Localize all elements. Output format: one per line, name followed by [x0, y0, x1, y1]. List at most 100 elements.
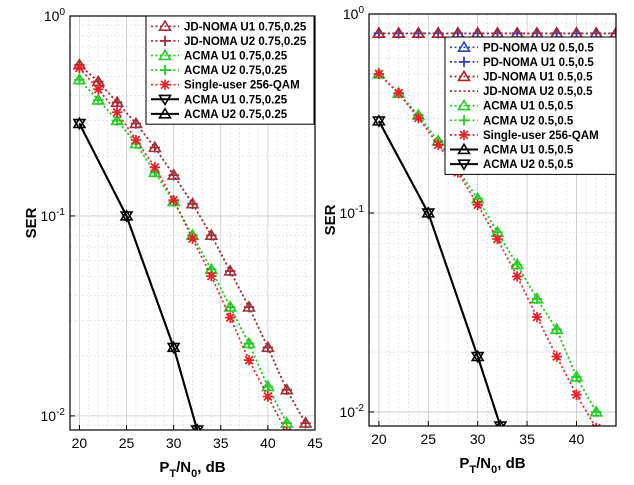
- data-point-marker: [512, 271, 523, 282]
- x-axis-label: PT/N0, dB: [159, 459, 225, 480]
- y-tick-base: 10: [41, 408, 57, 424]
- y-tick-base: 10: [340, 205, 356, 221]
- legend-marker: [159, 64, 171, 76]
- data-point-marker: [591, 406, 602, 418]
- legend-entry-jd-noma-u2-0-75-0-25: JD-NOMA U2 0.75,0.25: [151, 35, 307, 48]
- data-point-marker: [512, 259, 523, 270]
- y-tick-base: 10: [340, 404, 356, 420]
- legend-label: ACMA U1 0.75,0.25: [184, 94, 288, 106]
- data-point-marker: [149, 142, 161, 153]
- data-point-marker: [224, 312, 236, 323]
- data-point-marker: [493, 421, 508, 426]
- x-tick-label: 35: [213, 435, 229, 451]
- data-point-marker: [372, 116, 386, 128]
- y-tick-exponent: -1: [355, 204, 364, 215]
- data-point-marker: [431, 26, 446, 38]
- x-tick-label: 20: [371, 431, 387, 447]
- y-axis-label: SER: [23, 207, 40, 238]
- x-tick-label: 30: [166, 435, 182, 451]
- data-point-marker: [262, 342, 274, 353]
- series-line: [378, 120, 502, 426]
- y-tick-label: 10-1: [340, 204, 365, 221]
- x-axis-label-part: T: [169, 468, 176, 480]
- legend-marker: [457, 159, 471, 171]
- legend-marker: [158, 107, 172, 119]
- data-point-marker: [168, 169, 179, 181]
- legend-label: JD-NOMA U1 0.5,0.5: [483, 72, 593, 84]
- y-tick-exponent: -2: [56, 407, 65, 418]
- legend-label: ACMA U1 0.75,0.25: [184, 51, 288, 63]
- x-axis-label-part: 0: [491, 464, 497, 476]
- legend-entry-acma-u2-0-5-0-5: ACMA U2 0.5,0.5: [450, 115, 574, 127]
- data-point-marker: [119, 209, 134, 221]
- data-point-marker: [93, 84, 104, 95]
- data-point-marker: [149, 162, 161, 173]
- y-tick-exponent: 0: [358, 5, 364, 16]
- legend-marker: [457, 69, 471, 82]
- y-tick-exponent: 0: [59, 7, 65, 18]
- legend-label: PD-NOMA U1 0.5,0.5: [483, 57, 594, 69]
- data-point-marker: [243, 338, 255, 349]
- plot-area: [372, 26, 616, 426]
- data-point-marker: [224, 265, 236, 277]
- data-point-marker: [282, 426, 292, 430]
- legend-entry-acma-u1-0-75-0-25: ACMA U1 0.75,0.25: [151, 94, 288, 106]
- series-jd-noma-u2-0-75-0-25-1: [74, 59, 311, 429]
- y-tick-label: 100: [343, 5, 365, 22]
- data-point-marker: [281, 417, 292, 429]
- legend-entry-single-user-256-qam: Single-user 256-QAM: [450, 129, 599, 142]
- legend-label: ACMA U2 0.75,0.25: [184, 109, 288, 121]
- data-point-marker: [571, 371, 582, 383]
- x-tick-label: 25: [420, 431, 436, 447]
- legend: JD-NOMA U1 0.75,0.25 JD-NOMA U2 0.75,0.25…: [145, 15, 315, 125]
- data-point-marker: [224, 301, 236, 313]
- data-point-marker: [130, 134, 142, 146]
- data-point-marker: [72, 116, 87, 129]
- legend-entry-acma-u1-0-5-0-5: ACMA U1 0.5,0.5: [450, 98, 574, 113]
- data-point-marker: [93, 94, 104, 106]
- data-point-marker: [168, 194, 179, 206]
- x-axis-label-part: /N: [176, 459, 191, 476]
- data-point-marker: [531, 311, 543, 323]
- legend-marker: [158, 48, 172, 61]
- y-tick-base: 10: [44, 8, 60, 24]
- legend-label: ACMA U2 0.5,0.5: [483, 159, 574, 171]
- data-point-marker: [193, 423, 202, 430]
- data-point-marker: [187, 198, 198, 210]
- y-tick-label: 10-2: [41, 407, 66, 424]
- y-tick-base: 10: [41, 208, 57, 224]
- data-point-marker: [551, 351, 562, 362]
- legend-marker: [457, 142, 471, 155]
- legend-entry-acma-u1-0-75-0-25: ACMA U1 0.75,0.25: [151, 48, 288, 63]
- data-point-marker: [243, 301, 255, 313]
- data-point-marker: [300, 417, 311, 429]
- y-tick-label: 100: [44, 7, 66, 24]
- series-line: [78, 123, 199, 430]
- legend-entry-jd-noma-u2-0-5-0-5: JD-NOMA U2 0.5,0.5: [450, 86, 593, 98]
- data-point-marker: [281, 384, 292, 396]
- legend-label: Single-user 256-QAM: [483, 130, 599, 142]
- data-point-marker: [372, 26, 386, 38]
- data-point-marker: [571, 389, 582, 400]
- data-point-marker: [531, 293, 543, 305]
- series-line: [78, 123, 199, 430]
- legend-label: JD-NOMA U2 0.75,0.25: [184, 36, 307, 48]
- y-axis-label: SER: [322, 204, 339, 235]
- legend-entry-acma-u2-0-5-0-5: ACMA U2 0.5,0.5: [450, 159, 574, 171]
- data-point-marker: [166, 340, 181, 353]
- x-axis-label-part: /N: [476, 455, 491, 472]
- legend-marker: [158, 94, 172, 107]
- x-axis-label-part: 0: [191, 468, 197, 480]
- legend-label: PD-NOMA U2 0.5,0.5: [483, 42, 594, 54]
- data-point-marker: [391, 26, 406, 38]
- x-axis-label-part: P: [159, 459, 169, 476]
- y-tick-label: 10-1: [41, 207, 66, 224]
- legend-marker: [457, 40, 471, 53]
- series-acma-u2-0-75-0-25-6: [72, 116, 202, 430]
- data-point-marker: [373, 68, 385, 80]
- x-tick-label: 45: [307, 435, 323, 451]
- legend-entry-jd-noma-u1-0-75-0-25: JD-NOMA U1 0.75,0.25: [151, 19, 307, 33]
- data-point-marker: [413, 112, 424, 124]
